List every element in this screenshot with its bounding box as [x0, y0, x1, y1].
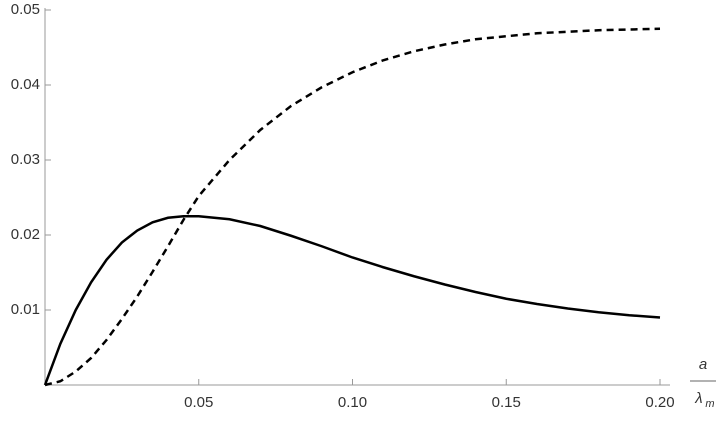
y-tick-label: 0.03 [11, 151, 40, 168]
series-line [44, 27, 661, 387]
series-line [43, 215, 661, 386]
x-label-denominator: λ [694, 390, 702, 407]
y-tick-label: 0.02 [11, 226, 40, 243]
y-tick-label: 0.04 [11, 76, 40, 93]
x-tick-label: 0.05 [184, 394, 213, 411]
x-tick-label: 0.20 [645, 394, 674, 411]
x-label-subscript: m [705, 398, 714, 410]
y-tick-label: 0.01 [11, 301, 40, 318]
x-axis-label: a λ m [690, 356, 716, 410]
y-tick-label: 0.05 [11, 1, 40, 18]
x-tick-label: 0.15 [492, 394, 521, 411]
x-tick-label: 0.10 [338, 394, 367, 411]
x-label-numerator: a [699, 356, 707, 373]
